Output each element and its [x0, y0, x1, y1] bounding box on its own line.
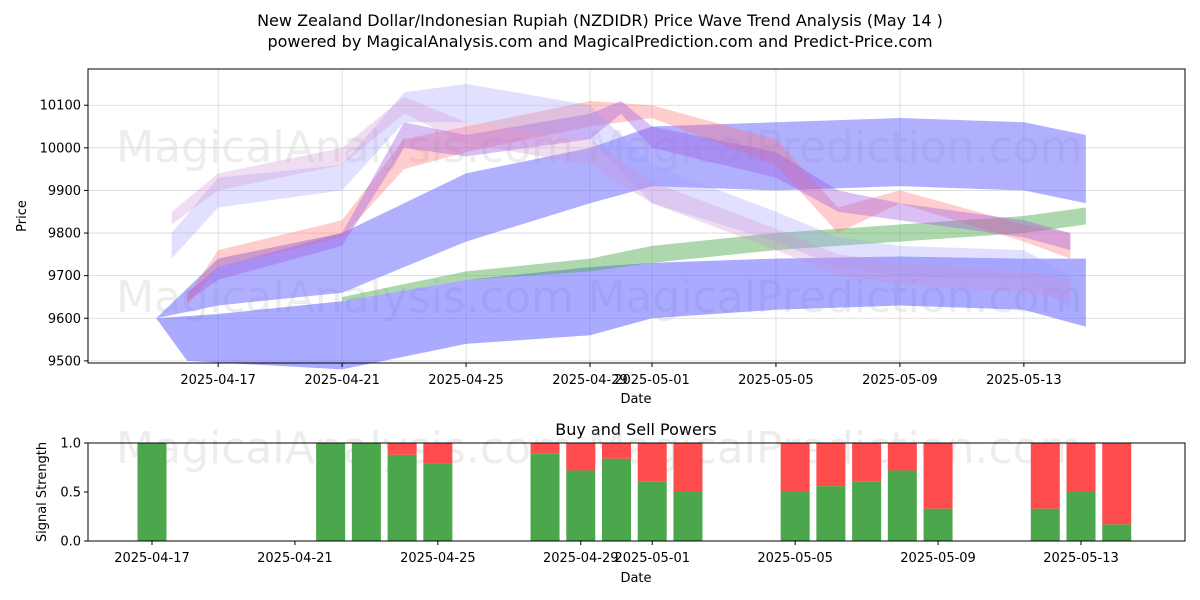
signal-title: Buy and Sell Powers — [555, 420, 717, 439]
signal-x-tick-2: 2025-04-25 — [400, 551, 476, 566]
buy-bar-16 — [1066, 492, 1096, 541]
series-band-purple — [187, 100, 1071, 302]
sell-bar-16 — [1066, 443, 1096, 492]
signal-x-tick-7: 2025-05-13 — [1043, 551, 1119, 566]
main-y-tick-1: 9600 — [48, 312, 81, 327]
buy-bar-10 — [780, 492, 810, 541]
sell-bar-11 — [816, 443, 846, 487]
series-band-pale-pink — [171, 96, 1071, 302]
signal-y-label: Signal Strength — [35, 442, 50, 542]
sell-bar-12 — [852, 443, 882, 482]
main-y-tick-0: 9500 — [48, 354, 81, 369]
buy-bar-8 — [637, 481, 667, 541]
signal-x-tick-4: 2025-05-01 — [614, 551, 690, 566]
sell-bar-6 — [566, 443, 596, 471]
sell-bar-17 — [1102, 443, 1132, 525]
buy-bar-9 — [673, 492, 703, 541]
signal-bars — [137, 443, 1132, 541]
signal-x-tick-0: 2025-04-17 — [114, 551, 190, 566]
buy-bar-13 — [887, 470, 917, 541]
main-x-tick-7: 2025-05-13 — [986, 373, 1062, 388]
main-x-tick-2: 2025-04-25 — [428, 373, 504, 388]
main-x-tick-3: 2025-04-29 — [552, 373, 628, 388]
sell-bar-10 — [780, 443, 810, 492]
main-y-tick-2: 9700 — [48, 269, 81, 284]
main-x-tick-1: 2025-04-21 — [304, 373, 380, 388]
main-y-tick-4: 9900 — [48, 184, 81, 199]
signal-plot: Buy and Sell Powers MagicalAnalysis.com … — [35, 420, 1186, 586]
main-x-tick-5: 2025-05-05 — [738, 373, 814, 388]
main-y-label: Price — [15, 200, 30, 232]
signal-x-label: Date — [620, 571, 651, 586]
series-band-blue-lower — [156, 256, 1086, 370]
signal-y-tick-2: 1.0 — [60, 437, 81, 452]
sell-bar-8 — [637, 443, 667, 482]
series-band-pale-blue — [171, 83, 1071, 310]
main-x-tick-0: 2025-04-17 — [180, 373, 256, 388]
sell-bar-15 — [1030, 443, 1060, 509]
buy-bar-15 — [1030, 508, 1060, 541]
price-plot: MagicalAnalysis.com MagicalPrediction.co… — [15, 68, 1186, 407]
buy-bar-3 — [387, 454, 417, 541]
buy-bar-17 — [1102, 524, 1132, 541]
buy-bar-14 — [923, 508, 953, 541]
sell-bar-13 — [887, 443, 917, 471]
main-x-tick-6: 2025-05-09 — [862, 373, 938, 388]
buy-bar-4 — [423, 463, 453, 541]
sell-bar-5 — [530, 443, 560, 454]
series-band-blue-broad-upper — [156, 118, 1086, 319]
price-series — [156, 83, 1086, 370]
main-x-tick-4: 2025-05-01 — [614, 373, 690, 388]
sell-bar-9 — [673, 443, 703, 492]
sell-bar-14 — [923, 443, 953, 509]
main-y-tick-6: 10100 — [40, 99, 81, 114]
main-x-label: Date — [620, 392, 651, 407]
signal-y-ticks: 0.0 0.5 1.0 — [60, 437, 88, 550]
buy-bar-7 — [602, 458, 631, 541]
main-y-ticks: 9500 9600 9700 9800 9900 10000 10100 — [40, 99, 88, 369]
signal-x-tick-1: 2025-04-21 — [257, 551, 333, 566]
sell-bar-4 — [423, 443, 453, 464]
main-plot-frame — [87, 68, 1186, 364]
buy-bar-0 — [137, 443, 167, 541]
chart-subtitle: powered by MagicalAnalysis.com and Magic… — [267, 32, 932, 51]
buy-bar-12 — [852, 481, 882, 541]
signal-x-tick-3: 2025-04-29 — [543, 551, 619, 566]
series-band-green — [342, 207, 1086, 302]
signal-x-tick-5: 2025-05-05 — [757, 551, 833, 566]
buy-bar-2 — [351, 443, 381, 541]
buy-bar-1 — [316, 443, 346, 541]
signal-x-ticks: 2025-04-17 2025-04-21 2025-04-25 2025-04-29… — [114, 541, 1119, 566]
signal-x-tick-6: 2025-05-09 — [900, 551, 976, 566]
sell-bar-7 — [602, 443, 631, 459]
signal-y-tick-1: 0.5 — [60, 486, 81, 501]
main-y-tick-5: 10000 — [40, 141, 81, 156]
buy-bar-6 — [566, 470, 596, 541]
chart-title: New Zealand Dollar/Indonesian Rupiah (NZ… — [257, 11, 943, 30]
buy-bar-5 — [530, 453, 560, 541]
main-y-tick-3: 9800 — [48, 227, 81, 242]
main-x-ticks: 2025-04-17 2025-04-21 2025-04-25 2025-04-29… — [180, 363, 1062, 388]
signal-y-tick-0: 0.0 — [60, 535, 81, 550]
buy-bar-11 — [816, 486, 846, 541]
series-band-red — [187, 100, 1071, 306]
sell-bar-3 — [387, 443, 417, 455]
